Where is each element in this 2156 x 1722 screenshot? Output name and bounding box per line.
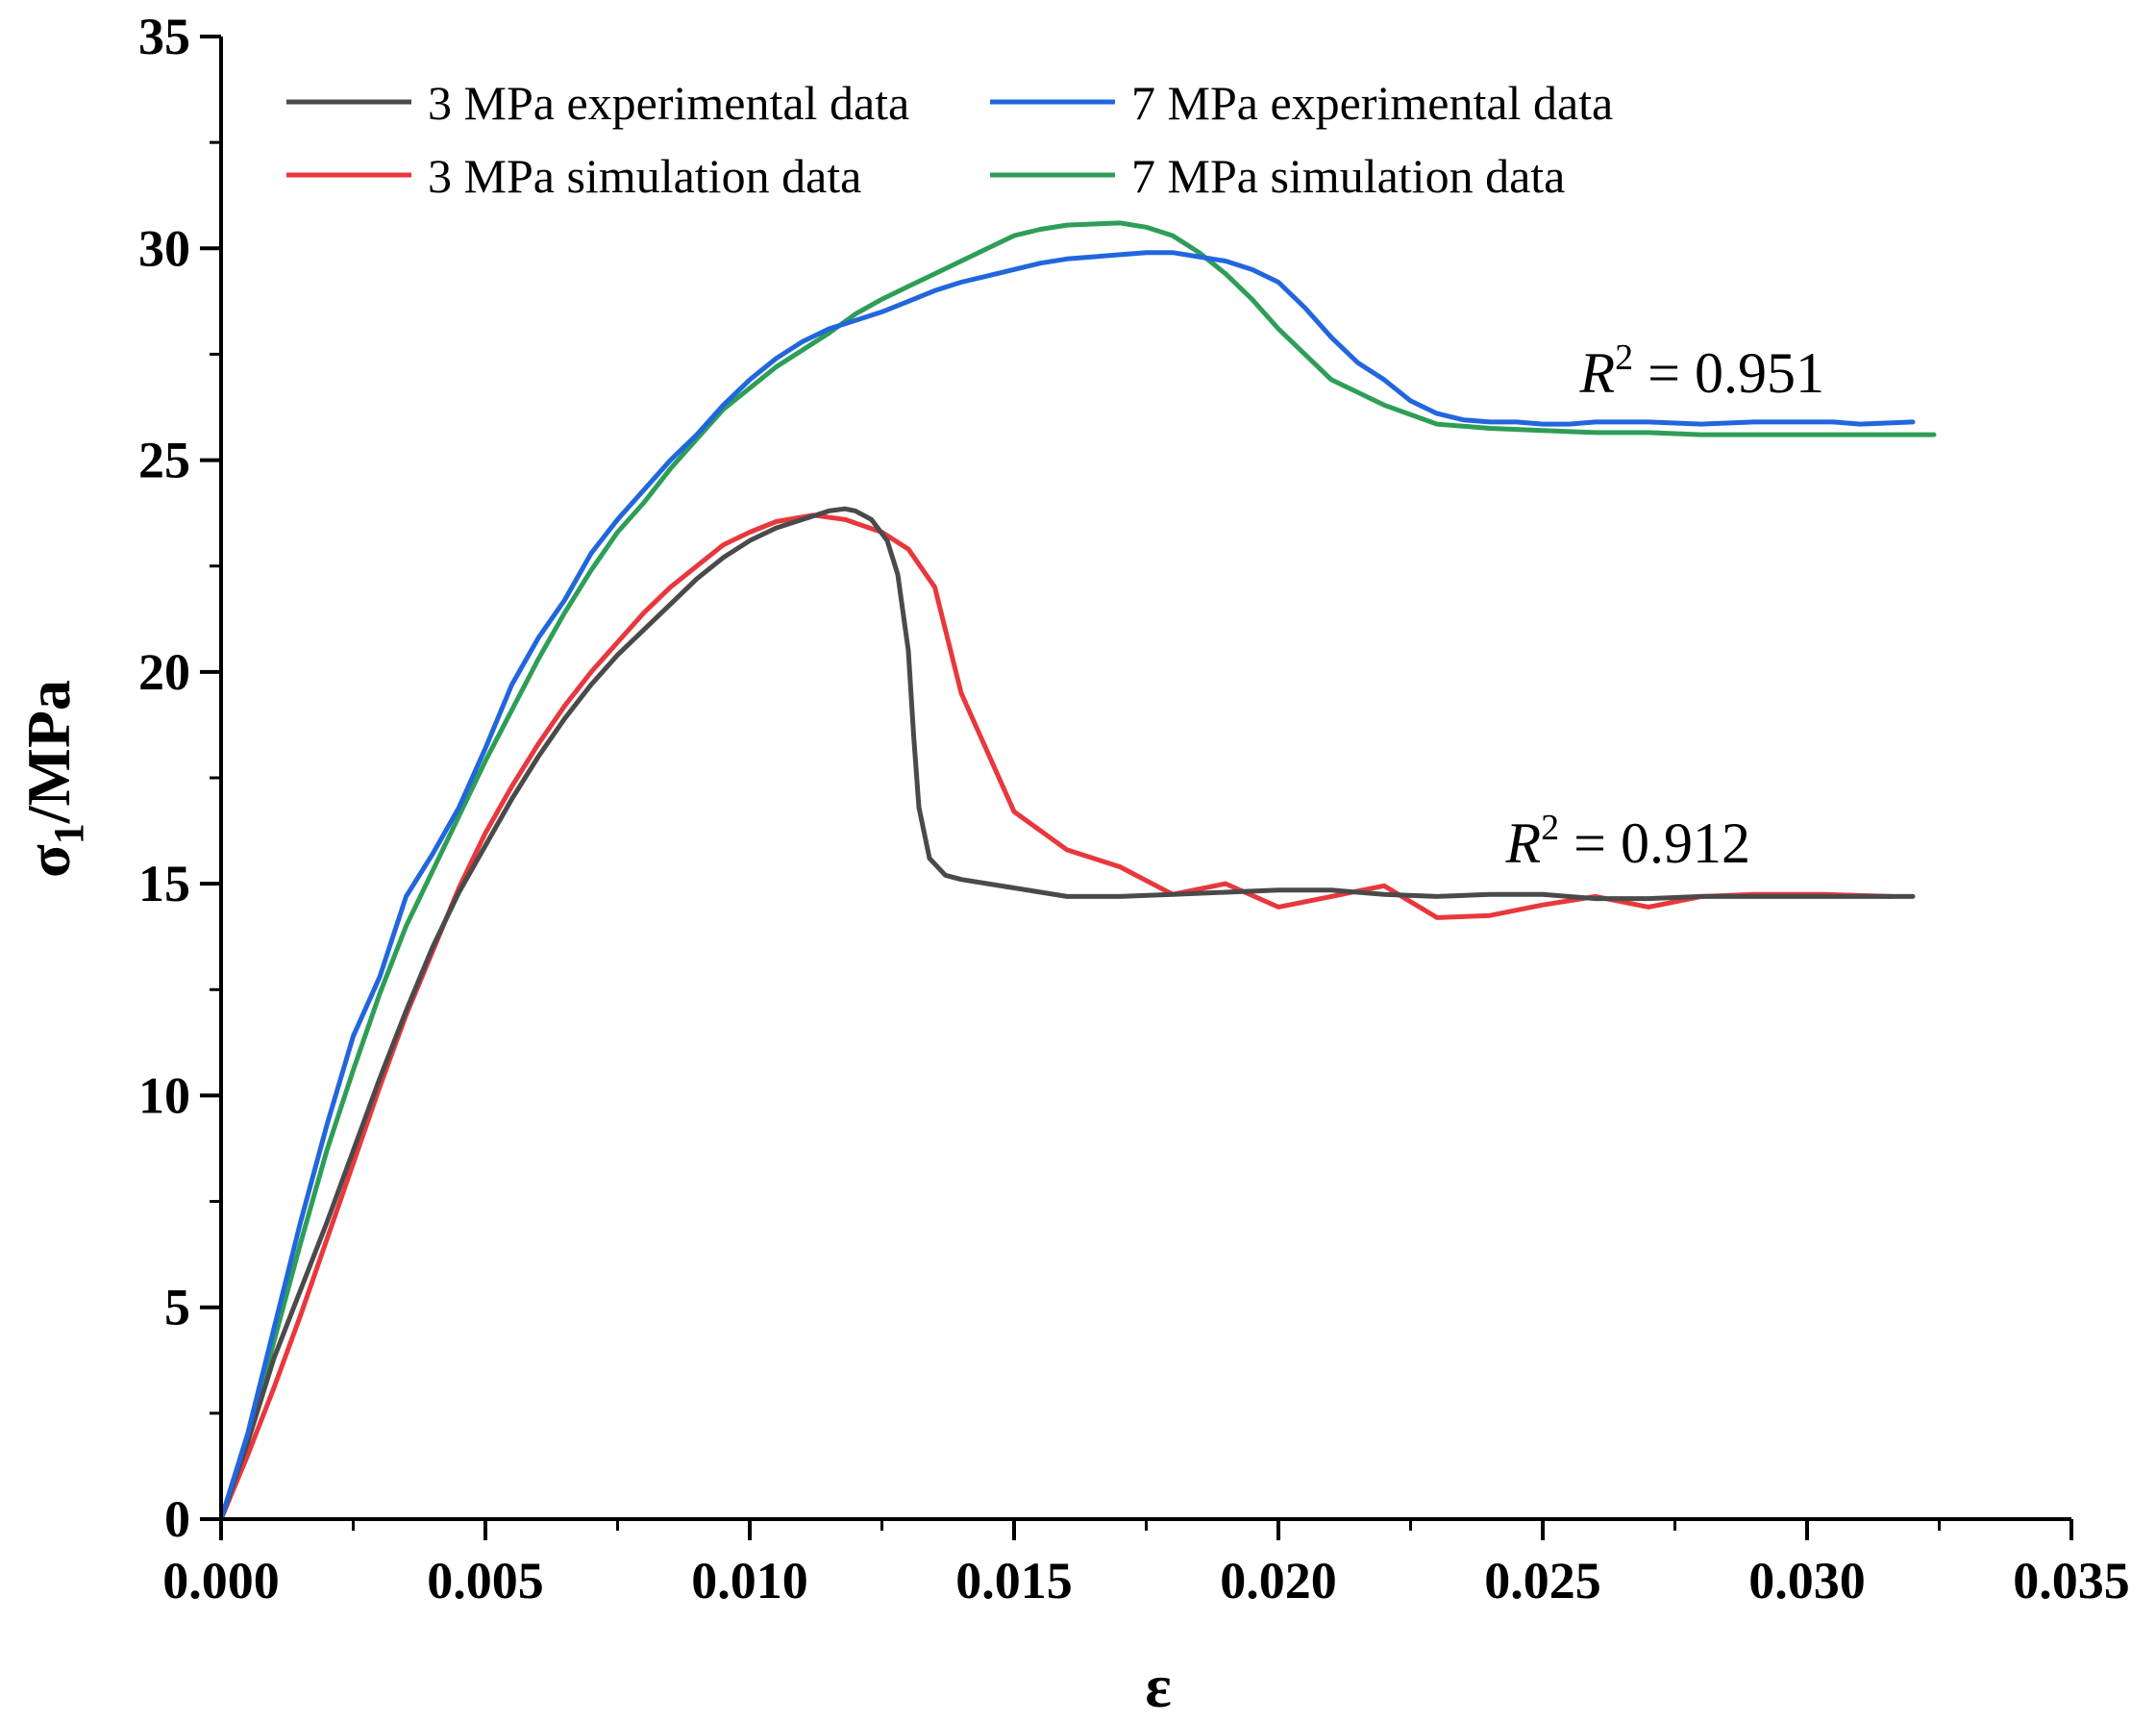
legend-item-7mpa-simulation: 7 MPa simulation data <box>990 149 1565 203</box>
y-tick-label: 0 <box>164 1490 190 1548</box>
x-tick-label: 0.000 <box>162 1552 280 1610</box>
y-tick-label: 15 <box>138 855 190 912</box>
legend-label-3mpa-experimental: 3 MPa experimental data <box>428 76 909 130</box>
x-tick-label: 0.025 <box>1484 1552 1601 1610</box>
legend-label-7mpa-experimental: 7 MPa experimental data <box>1131 76 1613 130</box>
y-axis-title: σ1/MPa <box>14 680 92 878</box>
legend-label-7mpa-simulation: 7 MPa simulation data <box>1131 149 1565 203</box>
x-tick-label: 0.010 <box>691 1552 808 1610</box>
r-squared-annotation: R2 = 0.951 <box>1579 337 1825 405</box>
series-line-7-mpa-simulation-data <box>218 220 1937 1522</box>
y-tick-label: 35 <box>138 8 190 65</box>
y-axis-title-symbol: σ <box>14 844 83 878</box>
r-squared-exponent: 2 <box>1541 808 1559 848</box>
x-tick-label: 0.005 <box>427 1552 544 1610</box>
y-axis-title-subscript: 1 <box>45 823 92 844</box>
x-tick-label: 0.035 <box>2013 1552 2130 1610</box>
x-tick-label: 0.030 <box>1748 1552 1866 1610</box>
y-tick-label: 10 <box>138 1066 190 1124</box>
x-tick-label: 0.015 <box>955 1552 1073 1610</box>
series-line-3-mpa-experimental-data <box>218 506 1916 1522</box>
ticks: 0.000 0.005 0.010 0.015 0.020 0.025 0.030 0.035… <box>138 8 2130 1610</box>
y-tick-label: 20 <box>138 643 190 701</box>
y-tick-label: 30 <box>138 219 190 277</box>
legend-item-7mpa-experimental: 7 MPa experimental data <box>990 76 1613 130</box>
r-squared-exponent: 2 <box>1615 337 1633 378</box>
y-tick-label: 5 <box>164 1279 190 1336</box>
r-squared-variable: R <box>1505 811 1542 875</box>
x-axis-title: ε <box>1145 1652 1171 1720</box>
r-squared-value: = 0.951 <box>1633 341 1824 405</box>
legend-item-3mpa-experimental: 3 MPa experimental data <box>286 76 909 130</box>
legend-item-3mpa-simulation: 3 MPa simulation data <box>286 149 861 203</box>
plot-area <box>218 220 1937 1522</box>
r-squared-annotation: R2 = 0.912 <box>1505 808 1751 875</box>
series-line-7-mpa-experimental-data <box>218 250 1916 1522</box>
legend-label-3mpa-simulation: 3 MPa simulation data <box>428 149 861 203</box>
r-squared-variable: R <box>1579 341 1616 405</box>
r-squared-value: = 0.912 <box>1559 811 1750 875</box>
legend: 3 MPa experimental data 3 MPa simulation… <box>286 76 1613 203</box>
y-tick-label: 25 <box>138 432 190 489</box>
y-axis-title-unit: /MPa <box>14 680 83 824</box>
x-tick-label: 0.020 <box>1220 1552 1337 1610</box>
